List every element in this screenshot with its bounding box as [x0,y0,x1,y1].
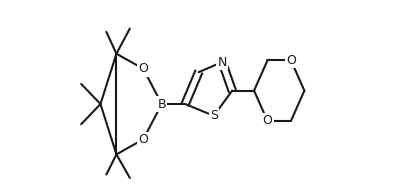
Text: O: O [138,62,148,75]
Text: O: O [286,54,296,67]
Text: N: N [217,56,227,69]
Text: O: O [263,114,273,127]
Text: O: O [138,133,148,146]
Text: B: B [158,97,166,111]
Text: S: S [210,109,218,122]
